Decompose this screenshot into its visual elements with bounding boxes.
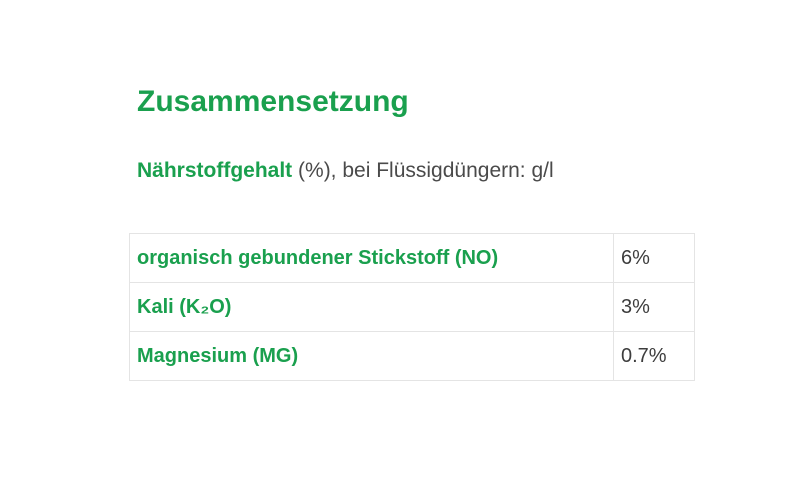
subtitle-rest: (%), bei Flüssigdüngern: g/l bbox=[292, 159, 554, 182]
subtitle-lead: Nährstoffgehalt bbox=[137, 159, 293, 182]
nutrient-label: Magnesium (MG) bbox=[129, 331, 614, 381]
table-row: organisch gebundener Stickstoff (NO) 6% bbox=[129, 233, 695, 283]
nutrient-value: 0.7% bbox=[613, 331, 695, 381]
nutrient-table-body: organisch gebundener Stickstoff (NO) 6% … bbox=[129, 233, 695, 381]
table-row: Kali (K₂O) 3% bbox=[129, 282, 695, 332]
nutrient-value: 6% bbox=[613, 233, 695, 283]
nutrient-label: organisch gebundener Stickstoff (NO) bbox=[129, 233, 614, 283]
table-row: Magnesium (MG) 0.7% bbox=[129, 331, 695, 381]
nutrient-value: 3% bbox=[613, 282, 695, 332]
nutrient-label: Kali (K₂O) bbox=[129, 282, 614, 332]
nutrient-table: organisch gebundener Stickstoff (NO) 6% … bbox=[129, 233, 695, 381]
subtitle: Nährstoffgehalt (%), bei Flüssigdüngern:… bbox=[137, 158, 554, 184]
section-title: Zusammensetzung bbox=[137, 85, 409, 118]
